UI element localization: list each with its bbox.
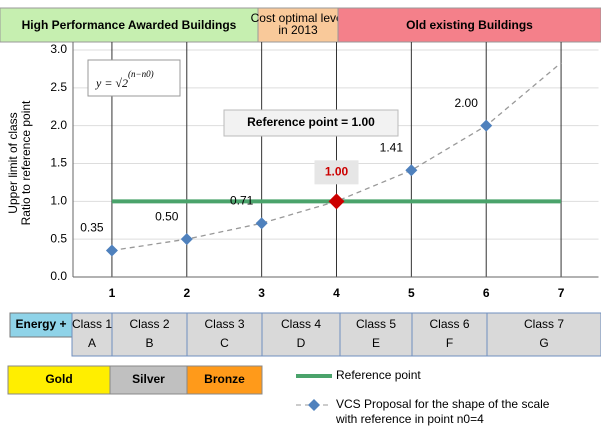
class-name: Class 3 [204, 317, 244, 331]
data-label: 0.50 [155, 209, 179, 223]
data-label: 0.35 [80, 221, 104, 235]
medal [109, 365, 188, 395]
header-line: Cost optimal level [251, 11, 346, 25]
formula-box [87, 59, 181, 97]
y-tick-label: 2.0 [50, 118, 67, 132]
class-letter: B [145, 336, 153, 350]
x-tick-label: 1 [109, 286, 116, 300]
class-name: Class 7 [524, 317, 564, 331]
legend-marker [308, 399, 320, 411]
y-tick-label: 2.5 [50, 80, 67, 94]
class-name: Class 2 [129, 317, 169, 331]
y-tick-label: 0.0 [50, 269, 67, 283]
highlight-box [314, 160, 359, 185]
marker [105, 244, 118, 257]
medal-text: Silver [132, 372, 165, 386]
y-tick-label: 0.5 [50, 231, 67, 245]
x-tick-label: 6 [483, 286, 490, 300]
class-letter: E [372, 336, 380, 350]
marker [255, 217, 268, 230]
class-cell [339, 312, 413, 357]
class-name: Class 5 [356, 317, 396, 331]
header-cell [0, 7, 259, 43]
x-tick-label: 3 [258, 286, 265, 300]
x-tick-label: 7 [558, 286, 565, 300]
class-cell [71, 312, 113, 357]
class-cell [186, 312, 263, 357]
formula: y = √2(n−n0) [95, 69, 154, 90]
class-cell [486, 312, 601, 357]
x-tick-label: 5 [408, 286, 415, 300]
y-tick-label: 3.0 [50, 42, 67, 56]
header-line: in 2013 [278, 23, 318, 37]
legend-text: VCS Proposal for the shape of the scale [336, 397, 550, 411]
data-label: 1.00 [325, 165, 349, 179]
class-letter: G [539, 336, 548, 350]
data-label: 2.00 [455, 96, 479, 110]
class-name: Class 6 [429, 317, 469, 331]
data-label: 1.41 [380, 140, 404, 154]
class-letter: D [297, 336, 306, 350]
header-cell [337, 7, 601, 43]
x-tick-label: 4 [333, 286, 340, 300]
class-name: Class 4 [281, 317, 321, 331]
medal-text: Gold [45, 372, 72, 386]
formula-exponent: (n−n0) [128, 69, 154, 79]
class-letter: F [446, 336, 453, 350]
marker [480, 119, 493, 132]
marker [405, 164, 418, 177]
y-tick-label: 1.0 [50, 194, 67, 208]
class-letter: C [220, 336, 229, 350]
y-tick-label: 1.5 [50, 156, 67, 170]
class-name: Class 1 [72, 317, 112, 331]
header-text: Old existing Buildings [406, 18, 533, 32]
medal-text: Bronze [204, 372, 245, 386]
class-cell [261, 312, 341, 357]
legend-text: Reference point [336, 368, 421, 382]
y-axis-label-line: Upper limit of class [6, 112, 20, 213]
data-label: 0.71 [230, 193, 254, 207]
header-text: High Performance Awarded Buildings [22, 18, 237, 32]
y-axis-label: Upper limit of classRatio to reference p… [6, 100, 33, 225]
medal [7, 365, 111, 395]
marker [328, 193, 345, 210]
reference-box-text: Reference point = 1.00 [247, 115, 375, 129]
x-tick-label: 2 [183, 286, 190, 300]
class-cell [411, 312, 488, 357]
marker [180, 233, 193, 246]
header-cell [257, 7, 339, 43]
formula-base: y = √2 [95, 76, 128, 90]
class-letter: A [88, 336, 96, 350]
header-text: Cost optimal level in 2013 [251, 11, 346, 37]
y-axis-label-line: Ratio to reference point [19, 100, 33, 225]
class-cell [111, 312, 188, 357]
medal [186, 365, 263, 395]
energy-plus-text: Energy + [15, 317, 66, 331]
legend-text: with reference in point n0=4 [335, 412, 484, 426]
reference-box [223, 109, 399, 137]
